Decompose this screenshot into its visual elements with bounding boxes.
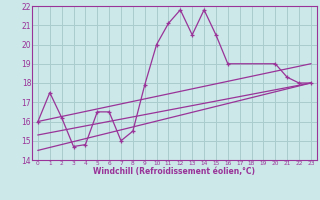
- X-axis label: Windchill (Refroidissement éolien,°C): Windchill (Refroidissement éolien,°C): [93, 167, 255, 176]
